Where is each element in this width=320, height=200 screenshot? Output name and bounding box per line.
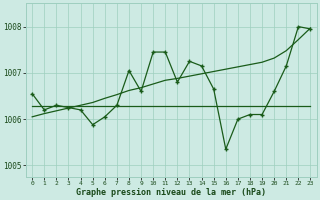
X-axis label: Graphe pression niveau de la mer (hPa): Graphe pression niveau de la mer (hPa) (76, 188, 266, 197)
